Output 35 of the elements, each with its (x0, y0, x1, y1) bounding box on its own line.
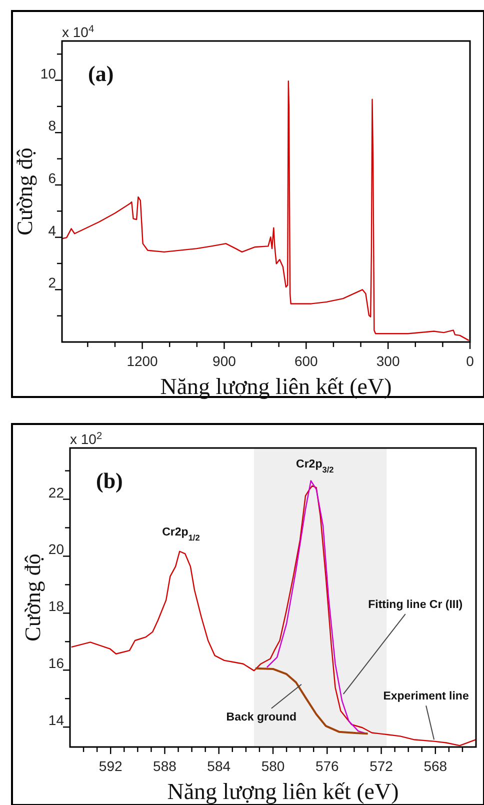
annotation: Experiment line (383, 690, 469, 703)
x-tick-label: 300 (376, 353, 400, 369)
y-tick-label: 18 (48, 598, 64, 614)
y-tick-label: 10 (40, 65, 56, 82)
y-axis-title: Cường độ (12, 148, 37, 236)
annotation: Cr2p$_{3/2}$ (296, 458, 334, 474)
annotation: Cr2p$_{1/2}$ (162, 526, 200, 542)
x-tick-label: 584 (207, 758, 231, 774)
x-tick-label: 576 (315, 758, 340, 774)
x-tick-label: 580 (261, 758, 285, 774)
text: x 10$^{4}$ (62, 24, 94, 40)
x-tick-label: 1200 (126, 353, 158, 369)
annotation: Back ground (226, 711, 297, 724)
annotation: Fitting line Cr (III) (368, 599, 463, 612)
y-tick-label: 20 (48, 541, 64, 558)
x-tick-label: 900 (212, 353, 236, 369)
y-tick-label: 8 (48, 118, 56, 134)
text: x 10$^{2}$ (70, 430, 102, 447)
y-tick-label: 2 (48, 274, 56, 291)
annotation: (a) (88, 61, 114, 86)
y-tick-label: 22 (48, 484, 64, 500)
y-tick-label: 16 (48, 655, 64, 672)
x-axis-title: Năng lượng liên kết (eV) (160, 374, 392, 399)
x-tick-label: 0 (466, 353, 474, 369)
y-axis-title: Cường độ (20, 554, 45, 642)
x-tick-label: 568 (424, 758, 448, 774)
x-tick-label: 572 (370, 758, 394, 774)
annotation: (b) (96, 468, 123, 493)
x-tick-label: 592 (98, 758, 122, 774)
y-tick-label: 6 (48, 170, 56, 186)
x-tick-label: 600 (294, 353, 318, 369)
y-tick-label: 14 (48, 712, 64, 728)
y-tick-label: 4 (48, 222, 56, 238)
x-axis-title: Năng lượng liên kết (eV) (167, 779, 399, 804)
x-tick-label: 588 (153, 758, 177, 774)
